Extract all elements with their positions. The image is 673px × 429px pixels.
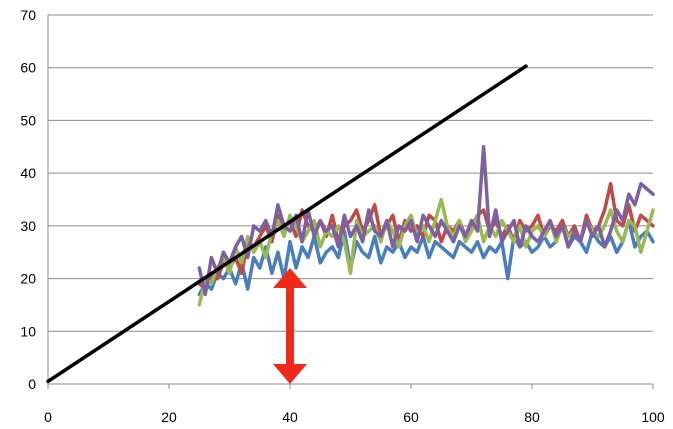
y-tick-label-50: 50 — [20, 112, 36, 128]
series-line-4 — [197, 145, 655, 297]
arrow-head-up — [273, 268, 307, 289]
x-tick-label-0: 0 — [44, 409, 52, 425]
x-tick-label-60: 60 — [403, 409, 419, 425]
y-tick-label-0: 0 — [28, 376, 36, 392]
gridlines — [48, 14, 653, 332]
arrow-group — [273, 268, 307, 384]
y-tick-label-10: 10 — [20, 323, 36, 339]
x-tick-label-100: 100 — [641, 409, 665, 425]
y-tick-label-20: 20 — [20, 271, 36, 287]
y-tick-label-40: 40 — [20, 165, 36, 181]
y-tick-label-70: 70 — [20, 7, 36, 23]
x-tick-label-20: 20 — [161, 409, 177, 425]
series-lines — [197, 145, 655, 307]
arrow-head-down — [273, 364, 307, 384]
reference-line — [46, 64, 528, 384]
x-tick-label-80: 80 — [524, 409, 540, 425]
reference-line-group — [46, 64, 528, 384]
tick-labels: 0 10 20 30 40 50 60 70 0 20 40 60 80 100 — [20, 7, 664, 425]
x-tick-label-40: 40 — [282, 409, 298, 425]
y-tick-label-30: 30 — [20, 218, 36, 234]
arrow-shaft — [286, 288, 294, 364]
y-tick-label-60: 60 — [20, 60, 36, 76]
axes — [47, 15, 654, 389]
